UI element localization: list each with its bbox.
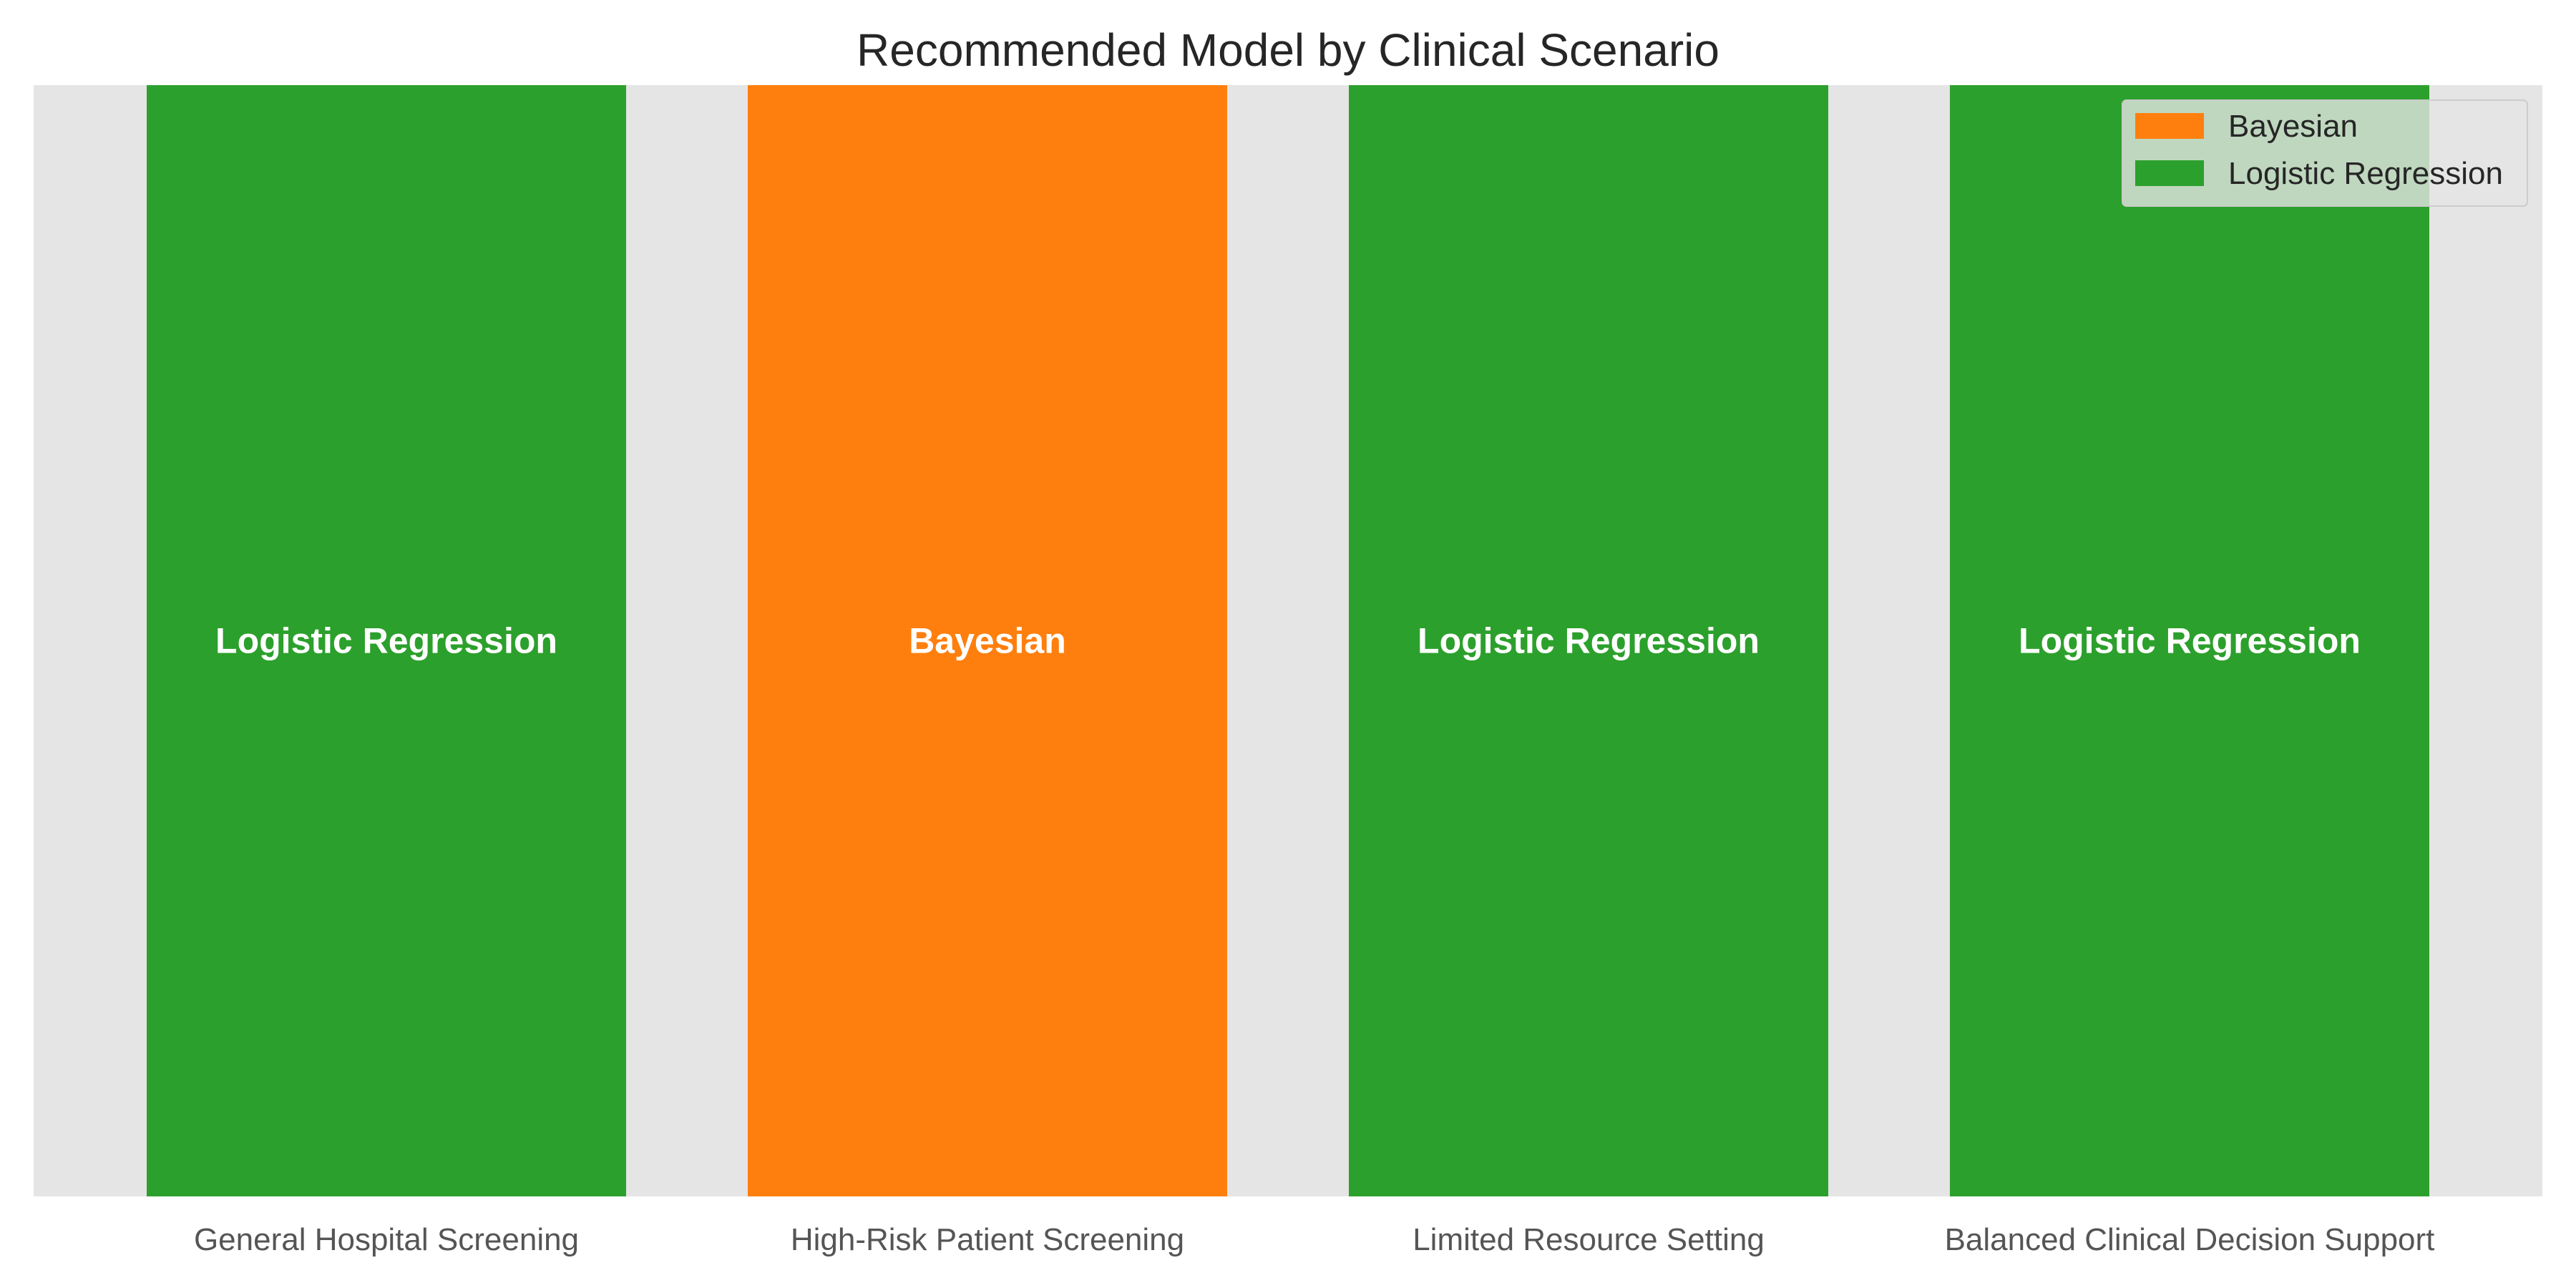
bar-4 [1950, 85, 2429, 1196]
x-tick-label-4: Balanced Clinical Decision Support [1945, 1222, 2435, 1257]
bar-label-1: Logistic Regression [215, 621, 557, 661]
legend: Bayesian Logistic Regression [2122, 99, 2528, 207]
bar-label-3: Logistic Regression [1418, 621, 1760, 661]
legend-swatch-2 [2135, 160, 2204, 186]
legend-label-1: Bayesian [2228, 109, 2358, 144]
x-tick-label-2: High-Risk Patient Screening [791, 1222, 1184, 1257]
bar-label-2: Bayesian [909, 621, 1066, 661]
x-tick-label-3: Limited Resource Setting [1413, 1222, 1765, 1257]
legend-box [2122, 99, 2528, 207]
chart-title: Recommended Model by Clinical Scenario [857, 24, 1719, 76]
bar-label-4: Logistic Regression [2019, 621, 2361, 661]
bar-2 [748, 85, 1227, 1196]
bars-group [147, 85, 2429, 1196]
legend-swatch-1 [2135, 113, 2204, 139]
x-tick-label-1: General Hospital Screening [194, 1222, 579, 1257]
bar-labels-group: Logistic Regression Bayesian Logistic Regr… [215, 621, 2361, 661]
bar-1 [147, 85, 626, 1196]
x-tick-labels: General Hospital Screening High-Risk Pati… [194, 1222, 2434, 1257]
bar-3 [1349, 85, 1828, 1196]
legend-label-2: Logistic Regression [2228, 156, 2503, 191]
